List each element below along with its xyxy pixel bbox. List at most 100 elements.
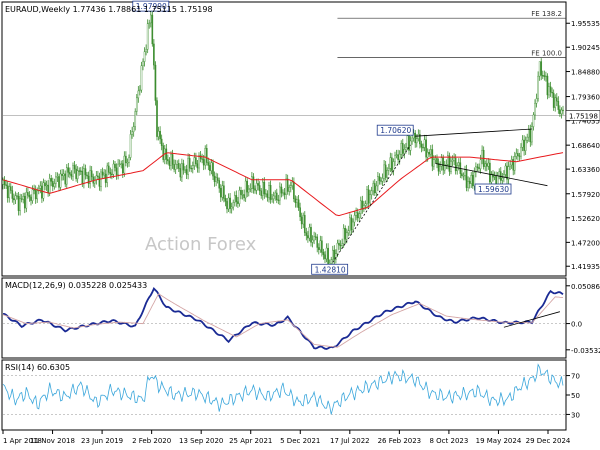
- candle-body: [518, 155, 521, 157]
- candle-body: [271, 198, 273, 200]
- candle-body: [314, 236, 317, 238]
- candle-body: [513, 156, 516, 171]
- candle-body: [347, 230, 350, 234]
- candle-body: [392, 161, 395, 171]
- candle-body: [548, 86, 550, 96]
- candle-body: [333, 249, 336, 260]
- candle-body: [364, 203, 367, 206]
- candle-body: [79, 170, 82, 172]
- x-tick-label: 8 Oct 2023: [429, 437, 468, 445]
- candle-body: [369, 194, 371, 204]
- candle-body: [562, 109, 564, 112]
- candle-body: [555, 97, 558, 102]
- candle-body: [324, 254, 326, 260]
- candle-body: [297, 199, 300, 208]
- candle-body: [293, 181, 295, 200]
- candle-body: [191, 165, 194, 169]
- candle-body: [321, 240, 323, 253]
- candle-body: [311, 239, 314, 243]
- candle-body: [92, 176, 95, 184]
- candle-body: [521, 139, 524, 148]
- candle-body: [118, 163, 121, 165]
- candle-body: [260, 190, 263, 196]
- candle-body: [409, 140, 412, 151]
- price-label: 1.97990: [136, 2, 167, 11]
- candle-body: [176, 163, 179, 165]
- candle-body: [257, 183, 259, 186]
- candle-body: [181, 163, 183, 178]
- candle-body: [190, 167, 193, 170]
- candle-body: [67, 167, 70, 173]
- candle-body: [484, 163, 487, 167]
- x-tick-label: 13 Sep 2020: [179, 437, 223, 445]
- candle-body: [195, 157, 197, 164]
- candle-body: [395, 154, 398, 156]
- price-y-tick-label: 1.68640: [571, 142, 600, 150]
- candle-body: [184, 169, 186, 171]
- candle-body: [235, 195, 238, 202]
- candle-body: [532, 114, 535, 127]
- candle-body: [327, 247, 329, 266]
- candle-body: [510, 159, 513, 166]
- candle-body: [415, 138, 418, 144]
- macd-panel-frame: [1, 277, 567, 359]
- candle-body: [266, 193, 269, 198]
- candle-body: [265, 193, 267, 195]
- candle-body: [132, 126, 135, 132]
- candle-body: [524, 139, 527, 151]
- candle-body: [307, 235, 309, 239]
- candle-body: [341, 243, 343, 247]
- candle-body: [114, 163, 116, 168]
- price-label-box: [474, 183, 512, 195]
- candle-body: [433, 159, 435, 167]
- candle-body: [358, 213, 361, 219]
- candle-body: [451, 159, 454, 162]
- candle-body: [447, 155, 449, 165]
- candle-body: [6, 185, 9, 199]
- rsi-y-tick-label: 50: [571, 392, 580, 400]
- candle-body: [223, 185, 225, 199]
- candle-body: [244, 180, 247, 199]
- candle-body: [17, 195, 20, 211]
- candle-body: [123, 155, 126, 174]
- fib-level-label: FE 100.0: [531, 50, 562, 58]
- candle-body: [226, 201, 228, 210]
- candle-body: [436, 158, 438, 164]
- candle-body: [53, 183, 56, 187]
- candle-body: [212, 162, 214, 177]
- candle-body: [247, 188, 250, 193]
- price-layer: FE 138.2 FE 100.0 1.97990 1.42810 1.70620 1.5…: [2, 0, 566, 275]
- candle-body: [551, 92, 553, 94]
- candle-body: [509, 164, 511, 167]
- price-panel-frame: [1, 1, 567, 277]
- candle-body: [353, 215, 356, 223]
- candle-body: [131, 131, 133, 135]
- candle-body: [177, 163, 180, 169]
- candle-body: [76, 170, 79, 179]
- candle-body: [129, 134, 132, 158]
- candle-body: [454, 157, 457, 172]
- candle-body: [165, 148, 168, 160]
- candle-body: [471, 175, 474, 187]
- candle-body: [375, 185, 378, 194]
- candle-body: [213, 175, 216, 182]
- candle-body: [134, 111, 137, 127]
- candle-body: [30, 196, 32, 201]
- candle-body: [39, 185, 42, 189]
- candle-body: [173, 164, 175, 170]
- price-panel-title: EURAUD,Weekly 1.77436 1.78861 1.75115 1.…: [5, 5, 213, 14]
- candle-body: [485, 163, 488, 167]
- candle-body: [237, 201, 239, 204]
- price-label: 1.70620: [380, 126, 411, 135]
- candle-body: [218, 180, 221, 189]
- candle-body: [83, 168, 85, 184]
- candle-body: [504, 165, 507, 175]
- candle-body: [487, 162, 490, 167]
- candle-body: [277, 199, 280, 201]
- candle-body: [137, 90, 140, 99]
- candle-body: [263, 181, 266, 195]
- candle-body: [282, 192, 284, 194]
- price-label-box: [376, 124, 414, 136]
- candle-body: [431, 149, 434, 167]
- rsi-y-tick-label: 70: [571, 373, 580, 381]
